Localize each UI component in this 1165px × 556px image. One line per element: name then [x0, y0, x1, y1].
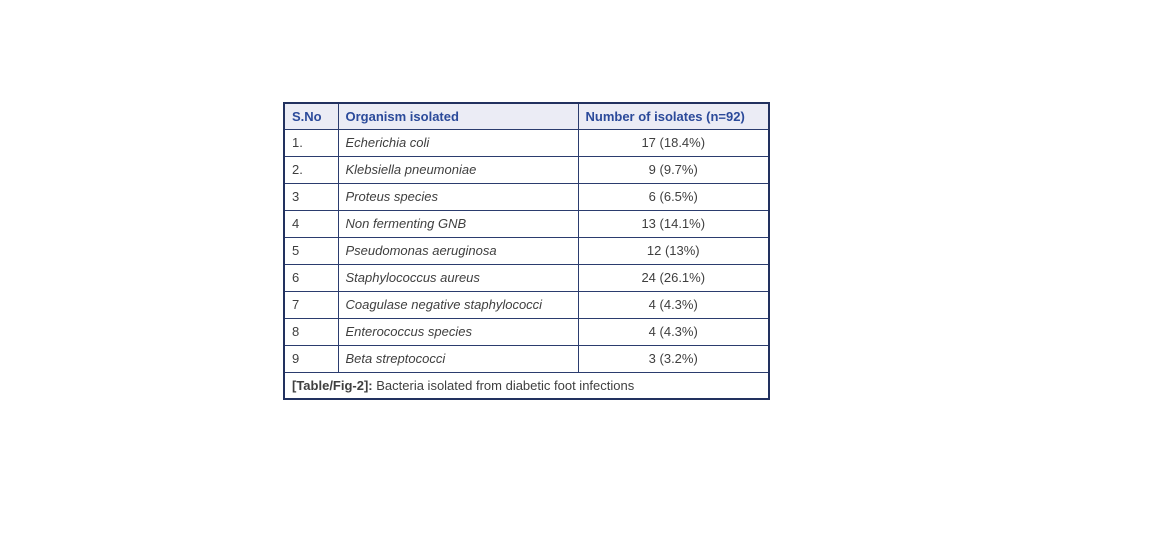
sno-cell: 4	[283, 209, 339, 238]
table-caption-label: [Table/Fig-2]:	[292, 377, 373, 393]
count-cell: 13 (14.1%)	[577, 209, 770, 238]
sno-cell: 7	[283, 290, 339, 319]
col-header-sno: S.No	[283, 102, 339, 130]
table-row: 8 Enterococcus species 4 (4.3%)	[283, 317, 770, 346]
organism-cell: Staphylococcus aureus	[337, 263, 579, 292]
organism-cell: Proteus species	[337, 182, 579, 211]
table-header: S.No Organism isolated Number of isolate…	[283, 102, 770, 130]
count-cell: 4 (4.3%)	[577, 290, 770, 319]
table-caption-text: Bacteria isolated from diabetic foot inf…	[372, 377, 635, 393]
col-header-organism: Organism isolated	[337, 102, 579, 130]
col-header-count: Number of isolates (n=92)	[577, 102, 770, 130]
table-caption-row: [Table/Fig-2]: Bacteria isolated from di…	[283, 371, 770, 400]
sno-cell: 5	[283, 236, 339, 265]
count-cell: 6 (6.5%)	[577, 182, 770, 211]
table-row: 9 Beta streptococci 3 (3.2%)	[283, 344, 770, 373]
table-row: 1. Echerichia coli 17 (18.4%)	[283, 128, 770, 157]
organism-cell: Enterococcus species	[337, 317, 579, 346]
table-row: 5 Pseudomonas aeruginosa 12 (13%)	[283, 236, 770, 265]
table-body: 1. Echerichia coli 17 (18.4%) 2. Klebsie…	[283, 128, 770, 400]
organism-cell: Non fermenting GNB	[337, 209, 579, 238]
count-cell: 4 (4.3%)	[577, 317, 770, 346]
organism-cell: Klebsiella pneumoniae	[337, 155, 579, 184]
sno-cell: 8	[283, 317, 339, 346]
count-cell: 17 (18.4%)	[577, 128, 770, 157]
sno-cell: 1.	[283, 128, 339, 157]
table-fig-2: S.No Organism isolated Number of isolate…	[283, 102, 770, 400]
sno-cell: 9	[283, 344, 339, 373]
count-cell: 3 (3.2%)	[577, 344, 770, 373]
table-row: 4 Non fermenting GNB 13 (14.1%)	[283, 209, 770, 238]
table-row: 6 Staphylococcus aureus 24 (26.1%)	[283, 263, 770, 292]
table-row: 7 Coagulase negative staphylococci 4 (4.…	[283, 290, 770, 319]
organism-cell: Coagulase negative staphylococci	[337, 290, 579, 319]
count-cell: 12 (13%)	[577, 236, 770, 265]
table-row: 2. Klebsiella pneumoniae 9 (9.7%)	[283, 155, 770, 184]
sno-cell: 3	[283, 182, 339, 211]
count-cell: 9 (9.7%)	[577, 155, 770, 184]
organism-cell: Beta streptococci	[337, 344, 579, 373]
header-row: S.No Organism isolated Number of isolate…	[283, 102, 770, 130]
bacteria-isolates-table: S.No Organism isolated Number of isolate…	[283, 102, 770, 400]
sno-cell: 2.	[283, 155, 339, 184]
table-caption: [Table/Fig-2]: Bacteria isolated from di…	[283, 371, 770, 400]
organism-cell: Echerichia coli	[337, 128, 579, 157]
sno-cell: 6	[283, 263, 339, 292]
organism-cell: Pseudomonas aeruginosa	[337, 236, 579, 265]
table-row: 3 Proteus species 6 (6.5%)	[283, 182, 770, 211]
count-cell: 24 (26.1%)	[577, 263, 770, 292]
